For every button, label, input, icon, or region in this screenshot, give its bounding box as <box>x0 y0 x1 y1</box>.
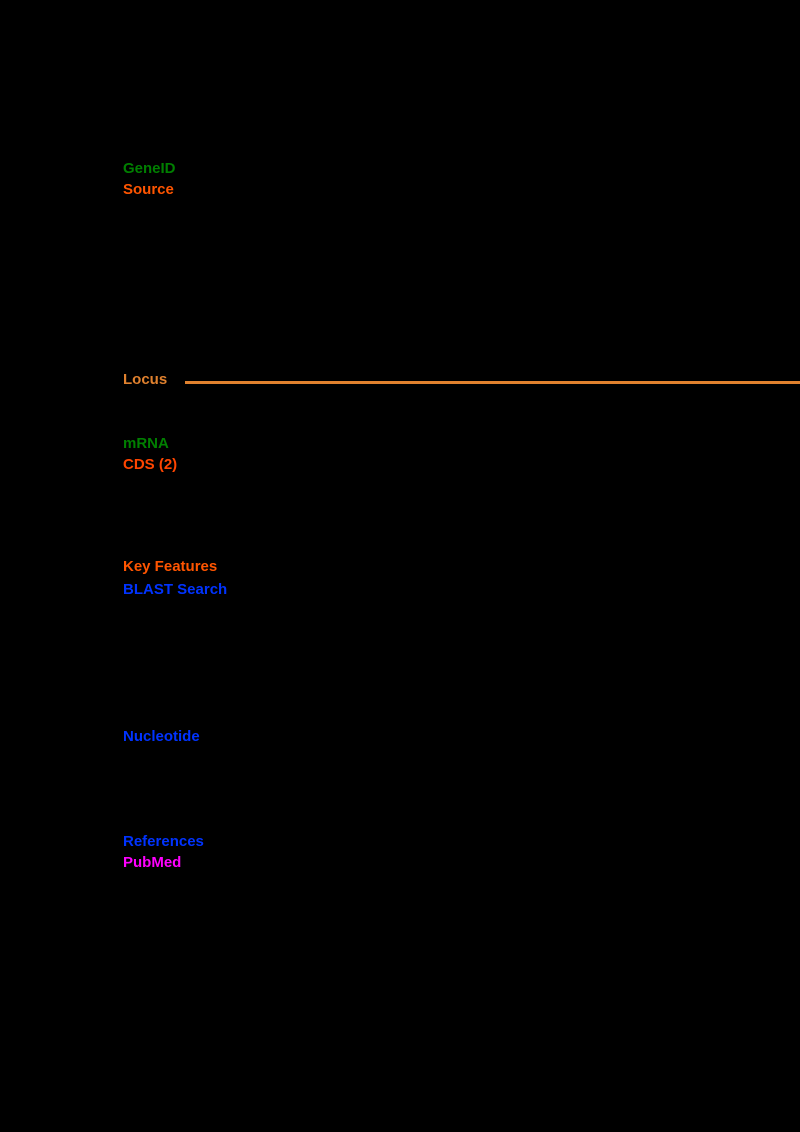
references-link[interactable]: References <box>123 833 204 850</box>
gene-link[interactable]: GeneID <box>123 160 176 177</box>
nucleotide-link[interactable]: Nucleotide <box>123 728 200 745</box>
cds-link[interactable]: CDS (2) <box>123 456 178 473</box>
features-link[interactable]: Key Features <box>123 558 218 575</box>
source-link[interactable]: Source <box>123 181 174 198</box>
blast-link[interactable]: BLAST Search <box>123 581 228 598</box>
locus-link[interactable]: Locus <box>123 371 168 388</box>
pubmed-link[interactable]: PubMed <box>123 854 182 871</box>
mrna-link[interactable]: mRNA <box>123 435 169 452</box>
horizontal-rule <box>185 381 800 384</box>
